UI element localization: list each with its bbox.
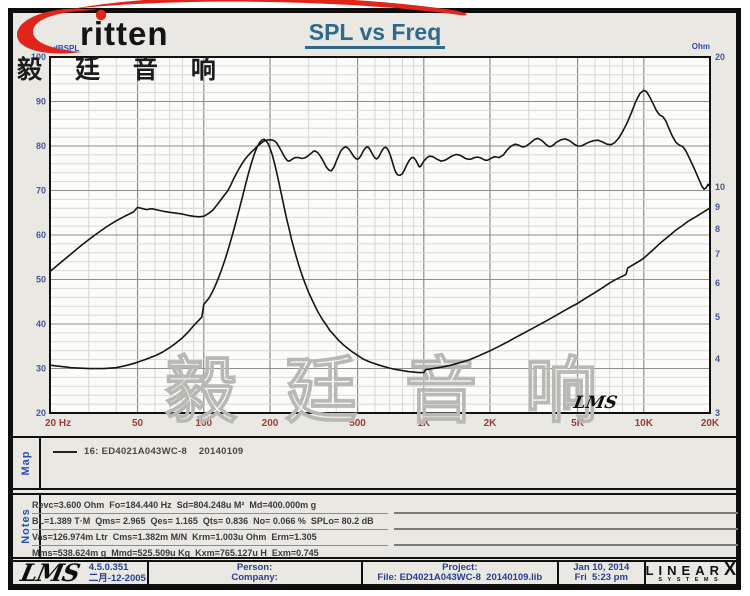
map-panel: Map 16: ED4021A043WC-8 20140109 (11, 436, 738, 490)
company-label: Company: (231, 572, 278, 583)
logo-i-dot-icon (95, 9, 107, 21)
notes-panel: Notes Revc=3.600 Ohm Fo=184.440 Hz Sd=80… (11, 493, 738, 562)
app-version-cell: LMS 4.5.0.351 二月-12-2005 (13, 557, 149, 587)
notes-empty-line[interactable] (394, 514, 738, 530)
notes-line[interactable]: BL=1.389 T·M Qms= 2.965 Qes= 1.165 Qts= … (32, 515, 388, 530)
notes-panel-label-cell: Notes (13, 495, 41, 557)
notes-empty-line[interactable] (394, 498, 738, 514)
file-name-text: File: ED4021A043WC-8 20140109.lib (377, 572, 543, 583)
linearx-brand-cell: LINEARX SYSTEMS (645, 559, 736, 584)
time-text: Fri 5:23 pm (574, 572, 628, 583)
page-title: SPL vs Freq (0, 19, 750, 49)
project-file-cell[interactable]: Project: File: ED4021A043WC-8 20140109.l… (363, 562, 559, 584)
project-label: Project: (442, 561, 478, 573)
datetime-cell: Jan 10, 2014 Fri 5:23 pm (559, 562, 646, 584)
version-text: 4.5.0.351 (88, 562, 129, 573)
date-text: Jan 10, 2014 (573, 561, 630, 573)
notes-label: Notes (20, 508, 32, 544)
logo-text: ritten (80, 15, 169, 52)
linearx-logo: LINEARX (645, 559, 736, 579)
build-date-text: 二月-12-2005 (88, 573, 146, 584)
map-panel-label-cell: Map (13, 438, 41, 488)
legend-line-swatch-icon (53, 450, 77, 453)
logo-swoosh-icon (16, 8, 98, 54)
curve-legend[interactable]: 16: ED4021A043WC-8 20140109 (53, 446, 244, 457)
notes-line[interactable]: Vas=126.974m Ltr Cms=1.382m M/N Krm=1.00… (32, 531, 388, 546)
logo-swoosh-tail-icon (72, 0, 467, 16)
map-label: Map (20, 450, 32, 476)
notes-empty-line[interactable] (394, 530, 738, 546)
person-company-cell[interactable]: Person: Company: (149, 562, 363, 584)
lms-logo: LMS (18, 557, 83, 587)
linearx-systems-text: SYSTEMS (658, 577, 724, 583)
eritten-logo: ritten (16, 0, 467, 54)
notes-line[interactable]: Revc=3.600 Ohm Fo=184.440 Hz Sd=804.248u… (32, 499, 388, 514)
person-label: Person: (236, 561, 273, 573)
status-bar: LMS 4.5.0.351 二月-12-2005 Person: Company… (11, 557, 738, 587)
legend-text: 16: ED4021A043WC-8 20140109 (84, 446, 244, 457)
